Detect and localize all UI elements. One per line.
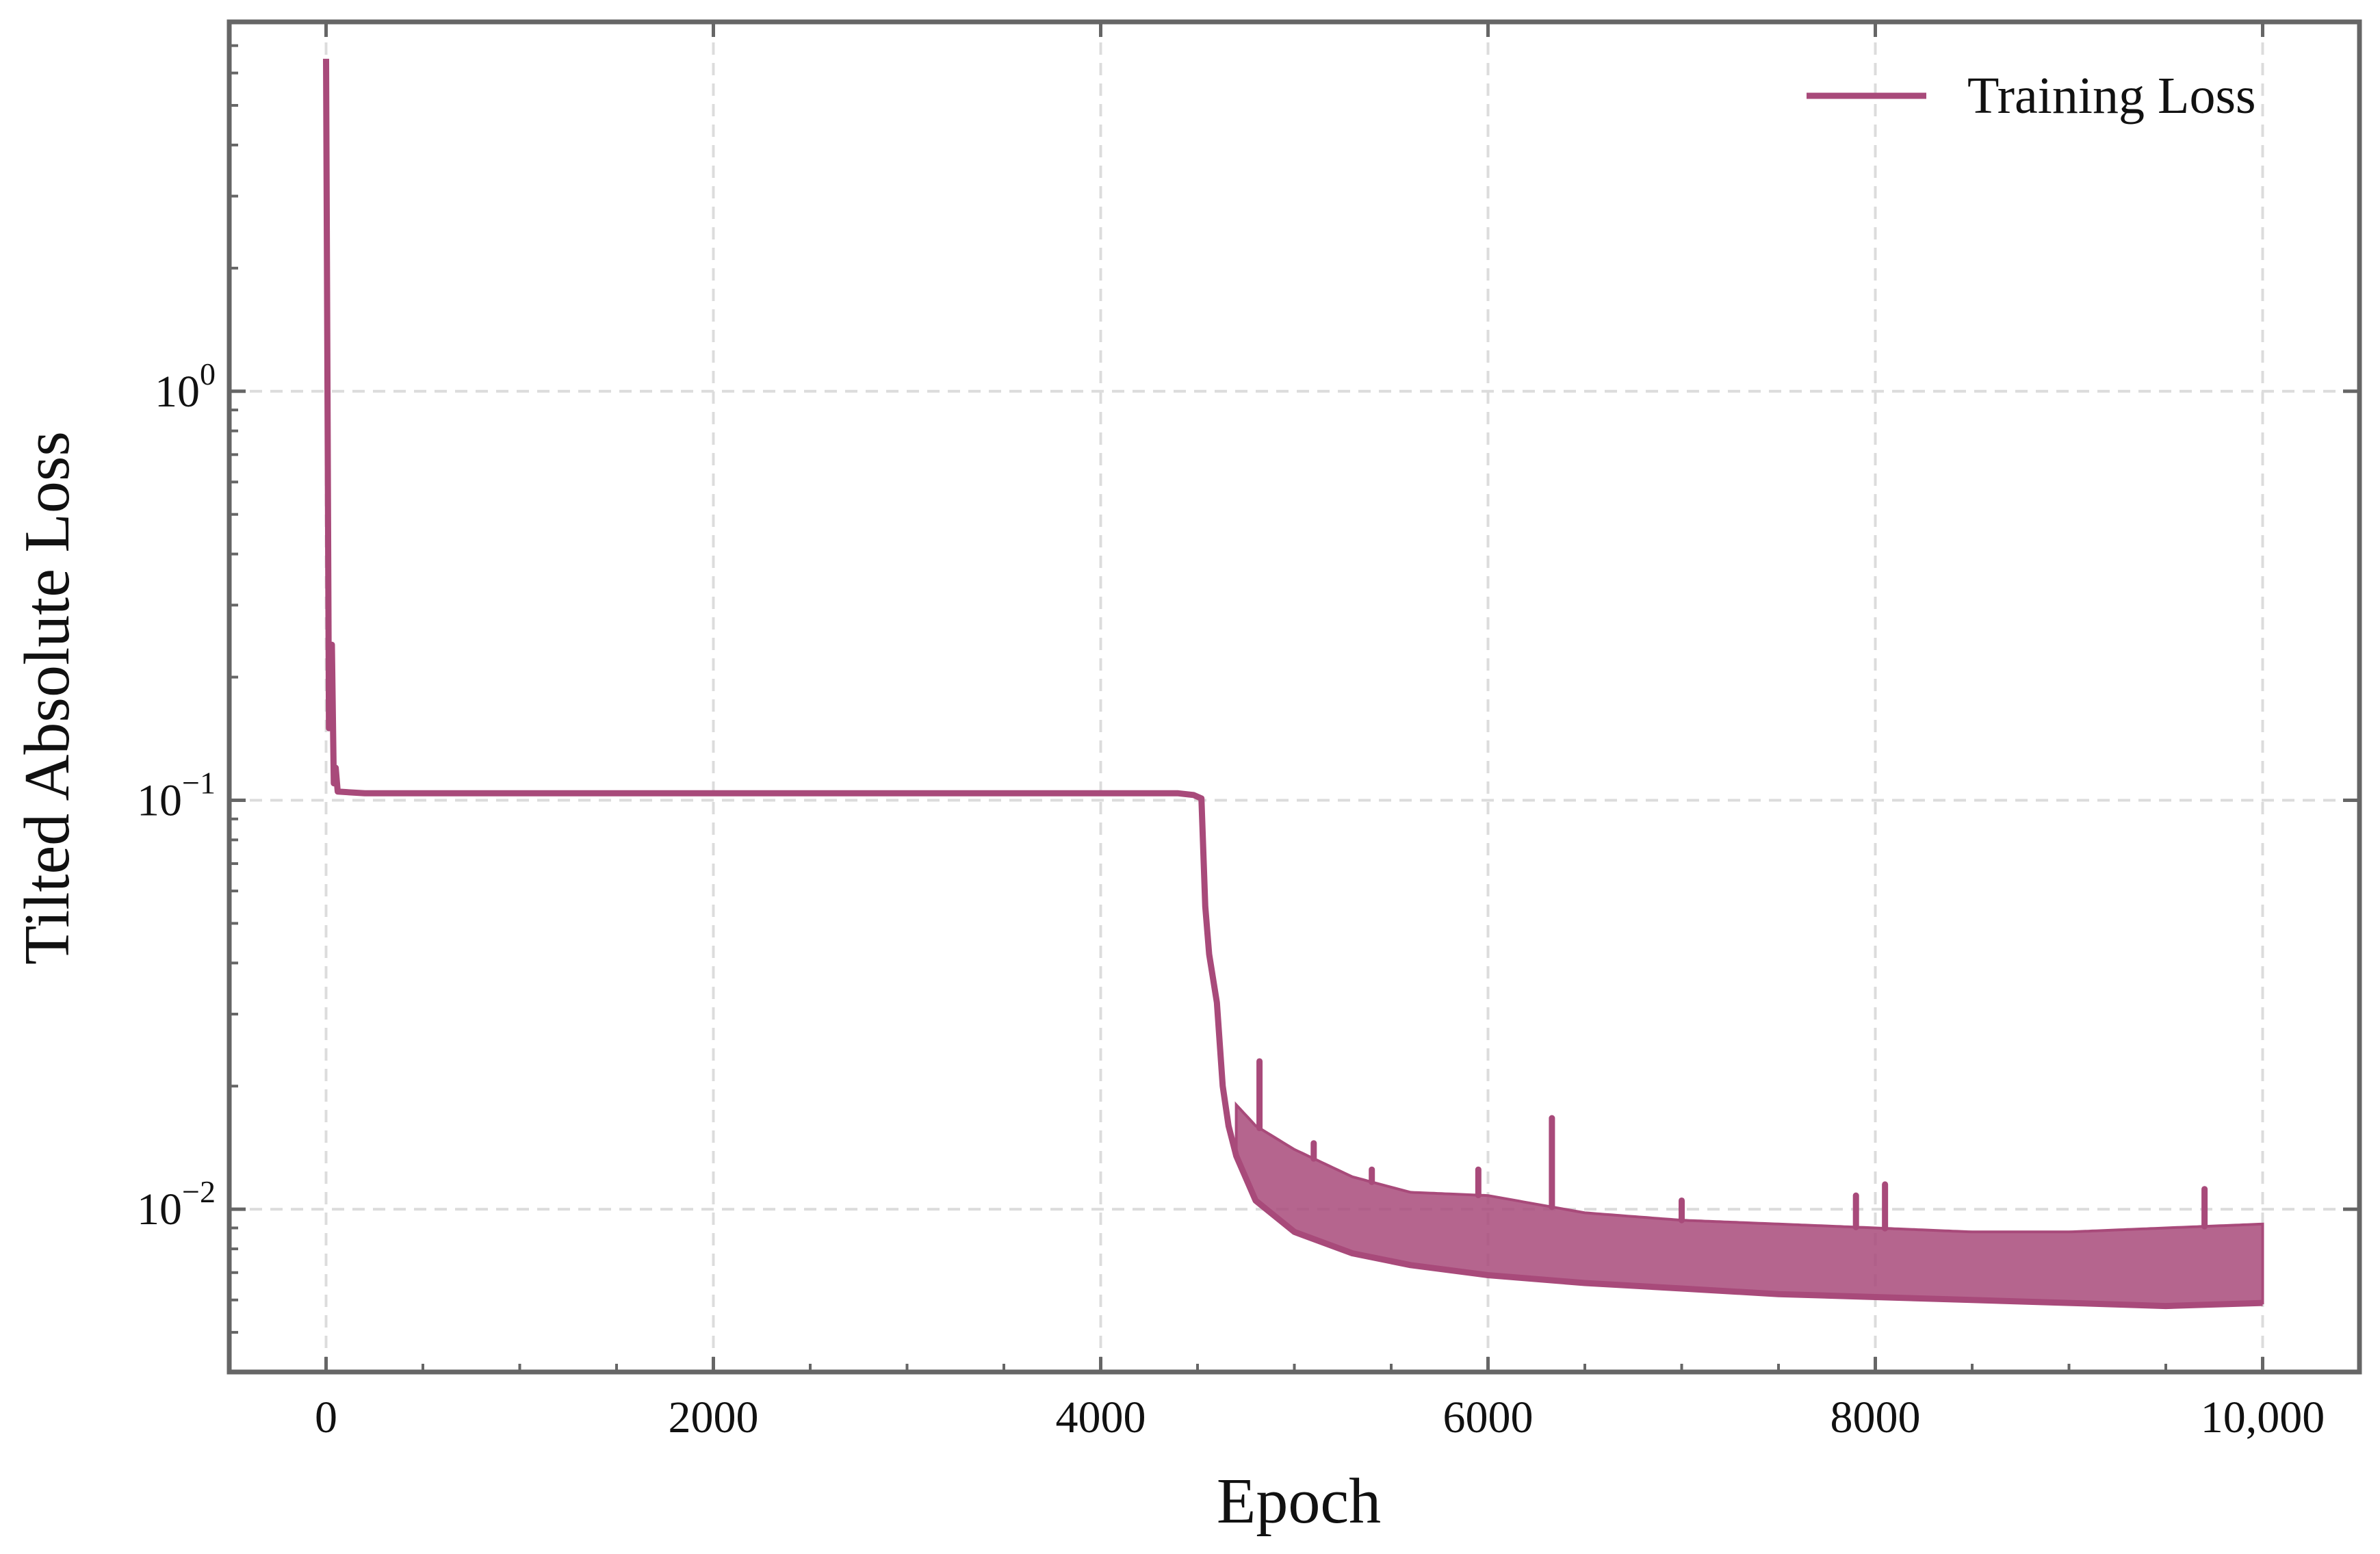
ticks — [228, 21, 2361, 1373]
x-tick-label-3: 6000 — [1443, 1393, 1534, 1442]
x-tick-label-5: 10,000 — [2201, 1393, 2325, 1442]
legend-label: Training Loss — [1967, 67, 2256, 125]
series-noise-band — [1234, 1101, 2264, 1308]
x-tick-label-2: 4000 — [1056, 1393, 1146, 1442]
y-tick-label-2: 10−2 — [137, 1174, 216, 1234]
y-tick-label-0: 100 — [155, 357, 216, 417]
x-axis-title: Epoch — [1217, 1466, 1381, 1537]
grid — [229, 22, 2359, 1372]
series-layer — [323, 58, 2264, 1310]
legend: Training Loss — [1807, 67, 2256, 125]
x-tick-label-1: 2000 — [669, 1393, 759, 1442]
y-tick-label-1: 10−1 — [137, 765, 216, 825]
tick-labels: 0 2000 4000 6000 8000 10,000 100 10−1 10−2 — [137, 357, 2325, 1442]
x-tick-label-0: 0 — [315, 1393, 337, 1442]
y-axis-title: Tilted Absolute Loss — [12, 431, 83, 965]
x-tick-label-4: 8000 — [1831, 1393, 1921, 1442]
